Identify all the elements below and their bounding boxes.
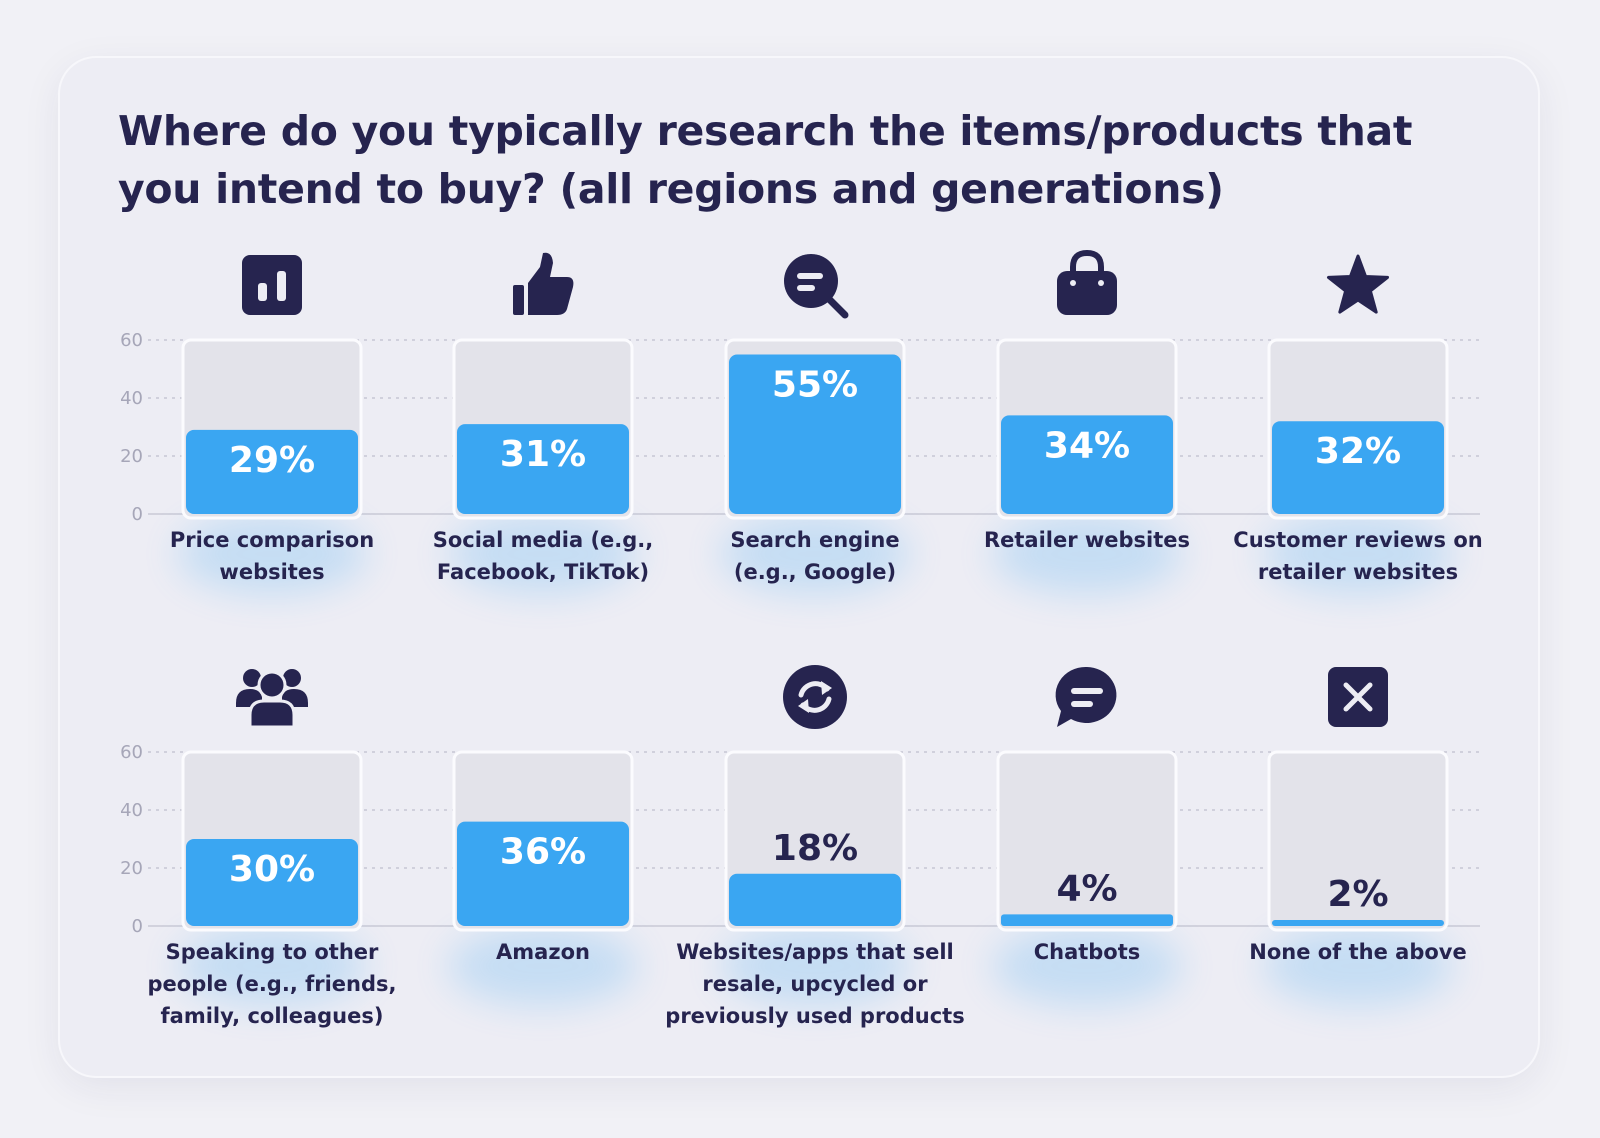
bar xyxy=(729,354,901,514)
bar-glow xyxy=(720,514,910,594)
refresh-icon xyxy=(783,665,847,729)
bar xyxy=(186,429,358,514)
category-label: Customer reviews on xyxy=(1233,528,1482,552)
data-label: 2% xyxy=(1327,874,1388,915)
bar xyxy=(1001,415,1173,514)
bar-chart-icon xyxy=(242,255,302,315)
close-icon xyxy=(1328,667,1388,727)
category-label: Price comparison xyxy=(170,528,374,552)
category-label: Websites/apps that sell xyxy=(676,940,954,964)
y-tick-label: 20 xyxy=(120,446,143,467)
bar xyxy=(186,839,358,926)
chat-bubble-icon xyxy=(1055,666,1117,727)
bar-glow xyxy=(448,514,638,594)
category-label: previously used products xyxy=(665,1004,964,1028)
category-label: Retailer websites xyxy=(984,528,1190,552)
bar-glow xyxy=(448,926,638,1006)
data-label: 55% xyxy=(772,365,858,406)
category-label: Chatbots xyxy=(1034,940,1141,964)
category-label: people (e.g., friends, xyxy=(148,972,397,996)
data-label: 34% xyxy=(1044,425,1130,466)
y-tick-label: 0 xyxy=(132,504,143,525)
bar xyxy=(1272,920,1444,926)
y-tick-label: 60 xyxy=(120,742,143,763)
category-label: None of the above xyxy=(1249,940,1467,964)
data-label: 31% xyxy=(500,434,586,475)
star-icon xyxy=(1327,254,1389,314)
y-tick-label: 0 xyxy=(132,916,143,937)
bar xyxy=(457,821,629,926)
bar-glow xyxy=(177,926,367,1006)
category-label: retailer websites xyxy=(1258,560,1458,584)
thumbs-up-icon xyxy=(513,252,574,315)
bar xyxy=(1001,914,1173,926)
bar xyxy=(729,873,901,926)
category-label: resale, upcycled or xyxy=(702,972,928,996)
category-label: family, colleagues) xyxy=(161,1004,384,1028)
data-label: 36% xyxy=(500,832,586,873)
bar-glow xyxy=(1263,926,1453,1006)
bar-glow xyxy=(720,926,910,1006)
category-label: websites xyxy=(219,560,324,584)
data-label: 32% xyxy=(1315,431,1401,472)
bar xyxy=(457,424,629,514)
y-tick-label: 40 xyxy=(120,800,143,821)
bar-slot xyxy=(996,750,1178,932)
bar-glow xyxy=(992,514,1182,594)
category-label: Facebook, TikTok) xyxy=(437,560,649,584)
data-label: 30% xyxy=(229,849,315,890)
search-icon xyxy=(784,254,849,319)
shopping-bag-icon xyxy=(1057,249,1117,315)
people-group-icon xyxy=(236,669,308,729)
y-tick-label: 20 xyxy=(120,858,143,879)
bar-glow xyxy=(177,514,367,594)
chart-title: Where do you typically research the item… xyxy=(118,107,1413,213)
data-label: 29% xyxy=(229,440,315,481)
bar xyxy=(1272,421,1444,514)
data-label: 18% xyxy=(772,828,858,869)
category-label: Social media (e.g., xyxy=(433,528,654,552)
bar-glow xyxy=(1263,514,1453,594)
category-label: Speaking to other xyxy=(166,940,379,964)
data-label: 4% xyxy=(1056,868,1117,909)
bar-slot xyxy=(1267,750,1449,932)
bar-glow xyxy=(992,926,1182,1006)
y-tick-label: 60 xyxy=(120,330,143,351)
category-label: (e.g., Google) xyxy=(734,560,896,584)
category-label: Search engine xyxy=(730,528,899,552)
y-tick-label: 40 xyxy=(120,388,143,409)
category-label: Amazon xyxy=(496,940,590,964)
